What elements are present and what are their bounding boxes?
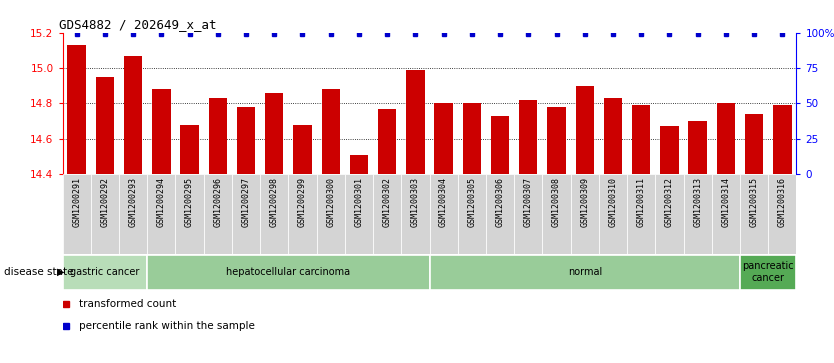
Text: GSM1200294: GSM1200294	[157, 177, 166, 227]
Bar	[265, 93, 284, 174]
Text: GSM1200301: GSM1200301	[354, 177, 364, 227]
Bar	[711, 174, 740, 254]
Text: GSM1200310: GSM1200310	[609, 177, 617, 227]
Bar	[232, 174, 260, 254]
Text: GSM1200306: GSM1200306	[495, 177, 505, 227]
Text: GSM1200299: GSM1200299	[298, 177, 307, 227]
Bar	[519, 100, 537, 174]
Bar	[745, 114, 763, 174]
Bar	[322, 89, 340, 174]
Bar	[435, 103, 453, 174]
Bar	[260, 174, 289, 254]
Text: GSM1200316: GSM1200316	[778, 177, 786, 227]
Bar	[740, 174, 768, 254]
Bar	[632, 105, 651, 174]
Text: GDS4882 / 202649_x_at: GDS4882 / 202649_x_at	[59, 19, 216, 32]
Text: GSM1200292: GSM1200292	[100, 177, 109, 227]
Bar	[294, 125, 312, 174]
Text: GSM1200307: GSM1200307	[524, 177, 533, 227]
Bar	[180, 125, 198, 174]
Bar	[430, 174, 458, 254]
Text: percentile rank within the sample: percentile rank within the sample	[79, 321, 255, 331]
Bar	[740, 255, 796, 290]
Bar	[208, 98, 227, 174]
Bar	[542, 174, 570, 254]
Bar	[378, 109, 396, 174]
Text: GSM1200313: GSM1200313	[693, 177, 702, 227]
Bar	[91, 174, 119, 254]
Text: GSM1200295: GSM1200295	[185, 177, 194, 227]
Bar	[486, 174, 515, 254]
Bar	[96, 77, 114, 174]
Bar	[575, 86, 594, 174]
Text: GSM1200315: GSM1200315	[750, 177, 759, 227]
Bar	[458, 174, 486, 254]
Bar	[604, 98, 622, 174]
Bar	[373, 174, 401, 254]
Bar	[203, 174, 232, 254]
Bar	[491, 116, 510, 174]
Bar	[148, 255, 430, 290]
Text: GSM1200291: GSM1200291	[73, 177, 81, 227]
Bar	[661, 126, 679, 174]
Bar	[515, 174, 542, 254]
Text: transformed count: transformed count	[79, 299, 176, 309]
Bar	[463, 103, 481, 174]
Bar	[344, 174, 373, 254]
Text: GSM1200309: GSM1200309	[580, 177, 590, 227]
Text: GSM1200311: GSM1200311	[636, 177, 646, 227]
Text: normal: normal	[568, 267, 602, 277]
Bar	[63, 255, 148, 290]
Bar	[148, 174, 175, 254]
Bar	[68, 45, 86, 174]
Text: GSM1200312: GSM1200312	[665, 177, 674, 227]
Bar	[430, 255, 740, 290]
Text: GSM1200305: GSM1200305	[467, 177, 476, 227]
Bar	[406, 70, 425, 174]
Text: GSM1200314: GSM1200314	[721, 177, 731, 227]
Text: disease state: disease state	[4, 267, 73, 277]
Text: GSM1200304: GSM1200304	[440, 177, 448, 227]
Bar	[627, 174, 656, 254]
Bar	[547, 107, 565, 174]
Bar	[289, 174, 317, 254]
Bar	[63, 174, 91, 254]
Text: GSM1200293: GSM1200293	[128, 177, 138, 227]
Bar	[773, 105, 791, 174]
Bar	[175, 174, 203, 254]
Text: GSM1200300: GSM1200300	[326, 177, 335, 227]
Text: gastric cancer: gastric cancer	[70, 267, 139, 277]
Bar	[317, 174, 344, 254]
Bar	[656, 174, 684, 254]
Bar	[237, 107, 255, 174]
Text: GSM1200296: GSM1200296	[214, 177, 223, 227]
Bar	[401, 174, 430, 254]
Text: pancreatic
cancer: pancreatic cancer	[742, 261, 794, 283]
Bar	[599, 174, 627, 254]
Bar	[152, 89, 170, 174]
Bar	[716, 103, 735, 174]
Bar	[119, 174, 148, 254]
Text: GSM1200297: GSM1200297	[242, 177, 250, 227]
Bar	[768, 174, 796, 254]
Bar	[684, 174, 711, 254]
Bar	[349, 155, 368, 174]
Text: GSM1200302: GSM1200302	[383, 177, 392, 227]
Text: ▶: ▶	[57, 267, 64, 277]
Bar	[689, 121, 707, 174]
Bar	[570, 174, 599, 254]
Text: hepatocellular carcinoma: hepatocellular carcinoma	[226, 267, 350, 277]
Text: GSM1200298: GSM1200298	[269, 177, 279, 227]
Bar	[124, 56, 143, 174]
Text: GSM1200308: GSM1200308	[552, 177, 561, 227]
Text: GSM1200303: GSM1200303	[411, 177, 420, 227]
